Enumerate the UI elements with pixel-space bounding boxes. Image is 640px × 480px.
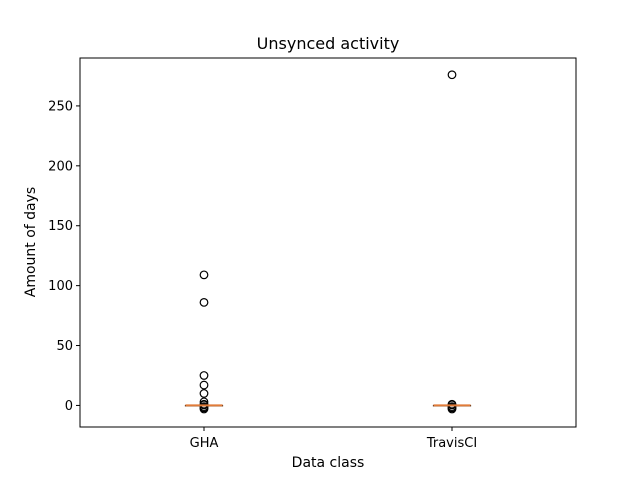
outlier-point: [199, 389, 209, 398]
y-axis-label: Amount of days: [23, 187, 39, 297]
y-tick-label: 50: [56, 339, 73, 354]
y-tick-label: 0: [65, 399, 73, 414]
plot-area: [184, 70, 472, 414]
chart-title: Unsynced activity: [257, 34, 400, 53]
x-axis-label: Data class: [292, 455, 365, 471]
outlier-point: [199, 270, 209, 280]
outlier-point: [199, 298, 209, 307]
y-axis-ticks: 0 50 100 150 200 250: [48, 99, 80, 414]
x-tick-label: TravisCI: [426, 436, 477, 451]
x-axis-ticks: GHA TravisCI: [190, 427, 477, 451]
axes-frame: [79, 57, 577, 428]
x-tick-label: GHA: [190, 436, 219, 451]
y-tick-label: 250: [48, 99, 73, 114]
y-tick-label: 100: [48, 279, 73, 294]
y-tick-label: 200: [48, 159, 73, 174]
outlier-point: [447, 70, 457, 80]
outlier-point: [199, 380, 209, 390]
outlier-point: [199, 371, 209, 380]
y-tick-label: 150: [48, 219, 73, 234]
